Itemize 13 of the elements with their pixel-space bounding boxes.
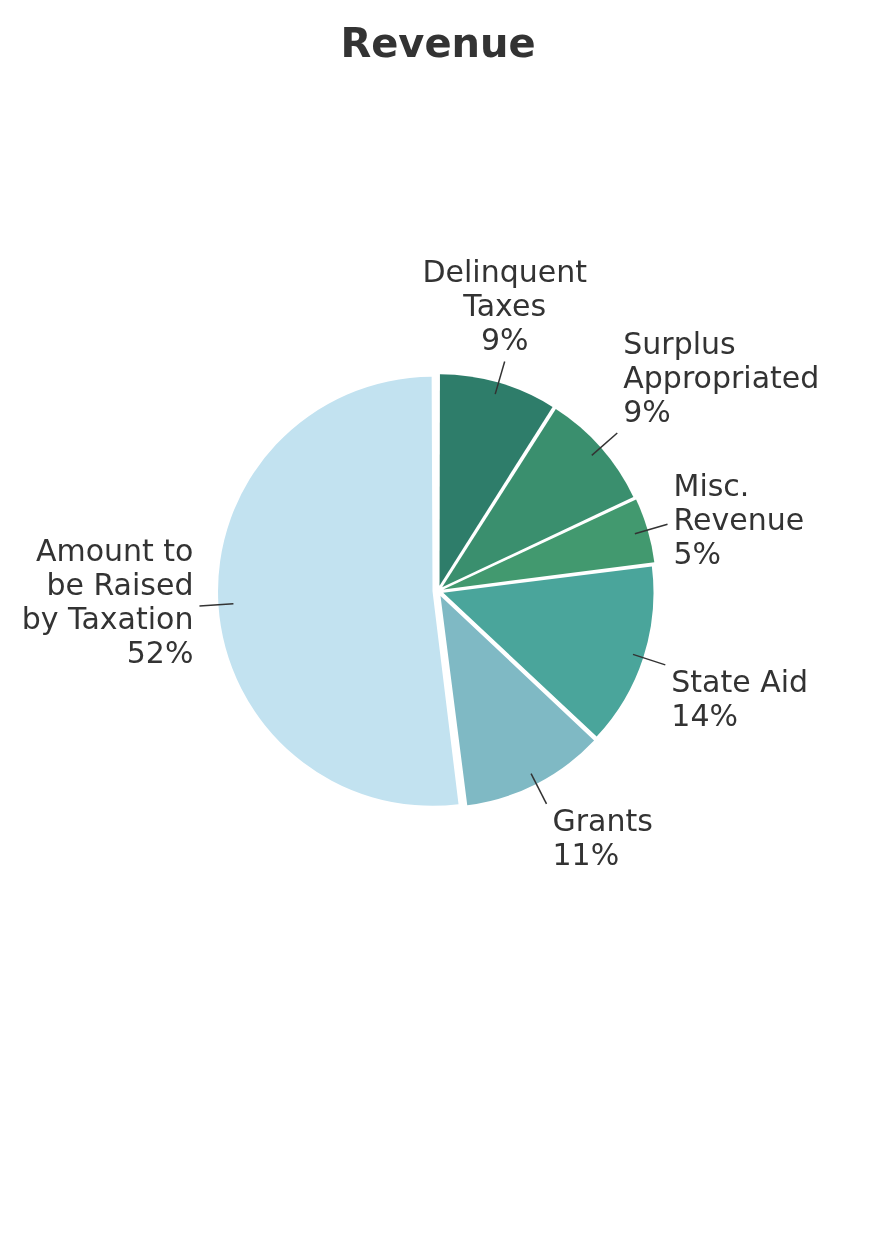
data-label: 11% (552, 836, 620, 872)
data-label: 9% (480, 322, 529, 358)
slice-label: State Aid (671, 663, 809, 699)
slice-label: Misc. Revenue (673, 468, 805, 538)
data-label: 9% (623, 393, 671, 429)
slice-label: Delinquent Taxes (422, 254, 588, 324)
slice-label: Grants (552, 802, 653, 838)
data-label: 14% (671, 697, 738, 733)
slice-label: Amount to be Raised by Taxation (21, 532, 194, 636)
data-label: 52% (126, 634, 194, 670)
slice-label: Surplus Appropriated (623, 325, 820, 395)
data-label: 5% (673, 536, 722, 572)
chart-title: Revenue (339, 20, 537, 66)
